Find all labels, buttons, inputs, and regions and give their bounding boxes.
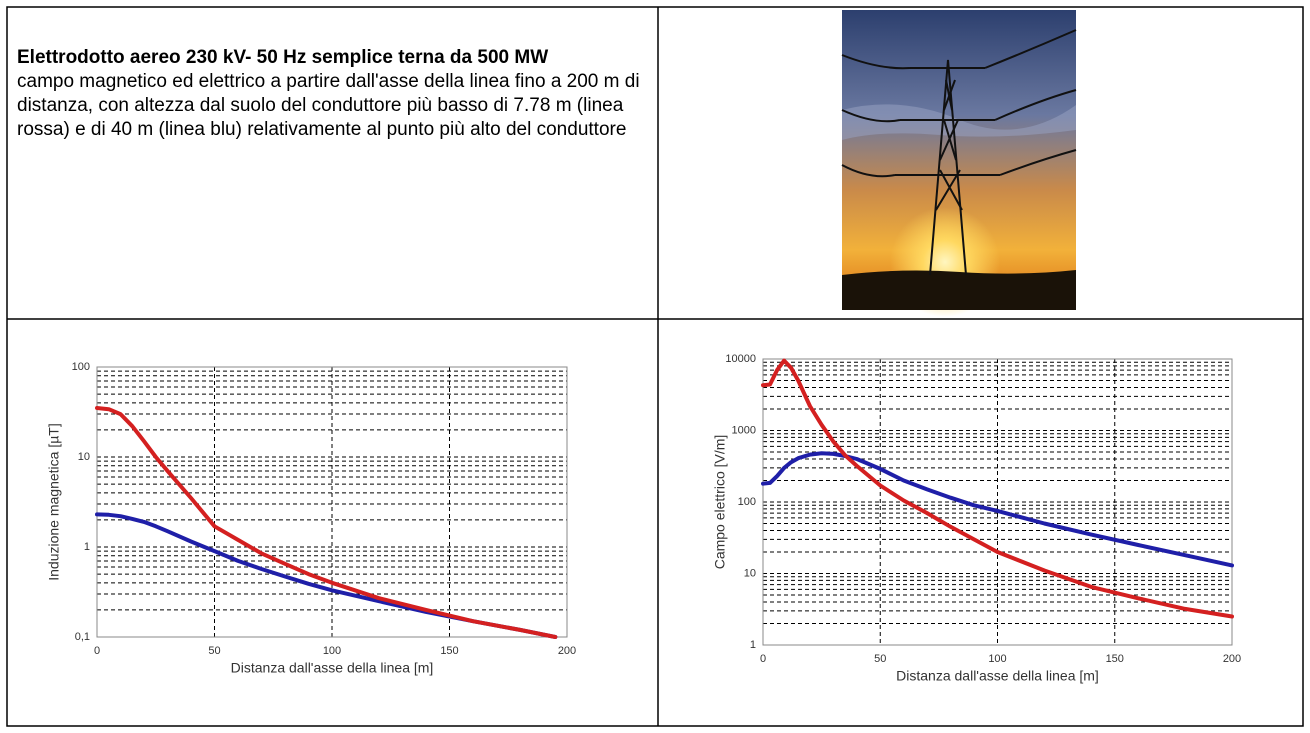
x-tick-label: 50: [208, 645, 220, 657]
y-axis-label: Induzione magnetica [µT]: [46, 423, 62, 581]
y-tick-label: 0,1: [75, 631, 90, 643]
y-tick-label: 1000: [732, 424, 756, 436]
plot-border: [762, 358, 1233, 646]
y-tick-label: 10: [744, 567, 756, 579]
photo: [841, 10, 1077, 317]
x-axis-label: Distanza dall'asse della linea [m]: [896, 668, 1099, 684]
x-tick-label: 50: [874, 653, 886, 665]
x-tick-label: 150: [1106, 653, 1124, 665]
x-tick-label: 0: [760, 653, 766, 665]
x-tick-label: 200: [558, 645, 576, 657]
y-tick-label: 10000: [725, 353, 756, 365]
description: Elettrodotto aereo 230 kV- 50 Hz semplic…: [17, 46, 642, 142]
y-axis-label: Campo elettrico [V/m]: [712, 435, 728, 570]
x-tick-label: 200: [1223, 653, 1241, 665]
series-line: [95, 406, 558, 639]
x-tick-label: 0: [94, 645, 100, 657]
title: Elettrodotto aereo 230 kV- 50 Hz semplic…: [17, 47, 549, 68]
y-tick-label: 100: [738, 496, 756, 508]
x-tick-label: 150: [440, 645, 458, 657]
x-tick-label: 100: [988, 653, 1006, 665]
plot-border: [96, 366, 568, 638]
y-tick-label: 1: [84, 541, 90, 553]
body-text: campo magnetico ed elettrico a partire d…: [17, 71, 640, 140]
series-line: [761, 451, 1234, 568]
y-tick-label: 10: [78, 451, 90, 463]
series-line: [761, 358, 1234, 619]
x-axis-label: Distanza dall'asse della linea [m]: [231, 660, 434, 676]
y-tick-label: 100: [72, 361, 90, 373]
y-tick-label: 1: [750, 639, 756, 651]
table-borders: [6, 6, 1304, 727]
x-tick-label: 100: [323, 645, 341, 657]
